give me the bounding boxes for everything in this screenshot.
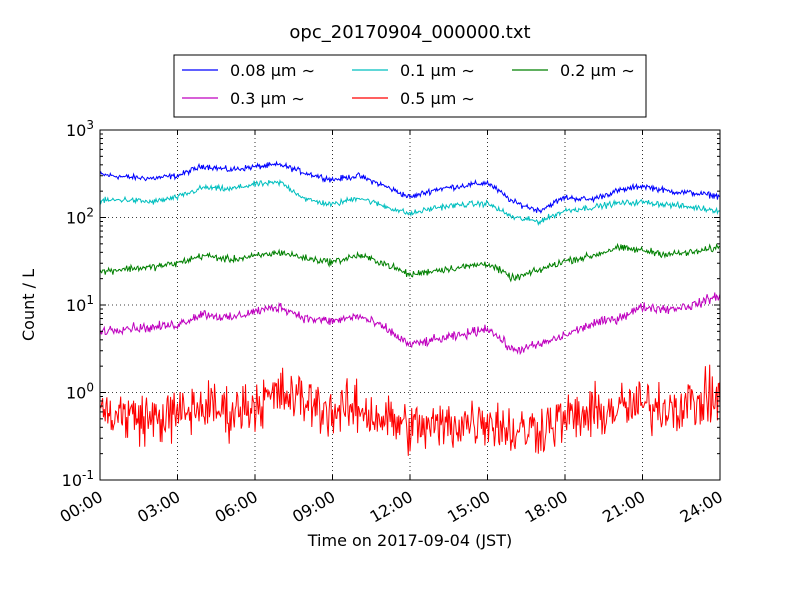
x-tick-label: 03:00 [134, 487, 183, 527]
legend-label: 0.2 μm ∼ [560, 61, 635, 80]
legend-label: 0.08 μm ∼ [230, 61, 315, 80]
series-line [99, 178, 721, 227]
x-tick-label: 12:00 [367, 487, 416, 527]
series-line [99, 364, 721, 456]
x-tick-label: 09:00 [289, 487, 338, 527]
series-line [99, 160, 721, 214]
x-tick-label: 21:00 [599, 487, 648, 527]
legend-label: 0.3 μm ∼ [230, 89, 305, 108]
y-tick-label: 102 [66, 206, 94, 228]
x-tick-label: 06:00 [212, 487, 261, 527]
series-line [99, 242, 721, 283]
legend: 0.08 μm ∼ 0.1 μm ∼ 0.2 μm ∼ 0.3 μm ∼ 0.5 μm … [173, 54, 647, 118]
x-tick-label: 24:00 [677, 487, 726, 527]
x-tick-label: 18:00 [522, 487, 571, 527]
x-tick-label: 00:00 [57, 487, 106, 527]
y-tick-label: 100 [66, 381, 94, 403]
legend-box [173, 54, 647, 118]
y-tick-label: 103 [66, 118, 94, 140]
y-tick-label: 10-1 [62, 468, 94, 490]
x-tick-label: 15:00 [444, 487, 493, 527]
series-line [99, 292, 721, 356]
legend-label: 0.1 μm ∼ [400, 61, 475, 80]
y-axis-label: Count / L [19, 269, 38, 341]
chart-title: opc_20170904_000000.txt [289, 22, 530, 43]
plot-lines [99, 160, 721, 456]
y-ticks: 10-1 100 101 102 103 [62, 118, 720, 490]
y-tick-label: 101 [66, 293, 94, 315]
legend-label: 0.5 μm ∼ [400, 89, 475, 108]
grid [100, 130, 720, 480]
x-axis-label: Time on 2017-09-04 (JST) [307, 531, 512, 550]
